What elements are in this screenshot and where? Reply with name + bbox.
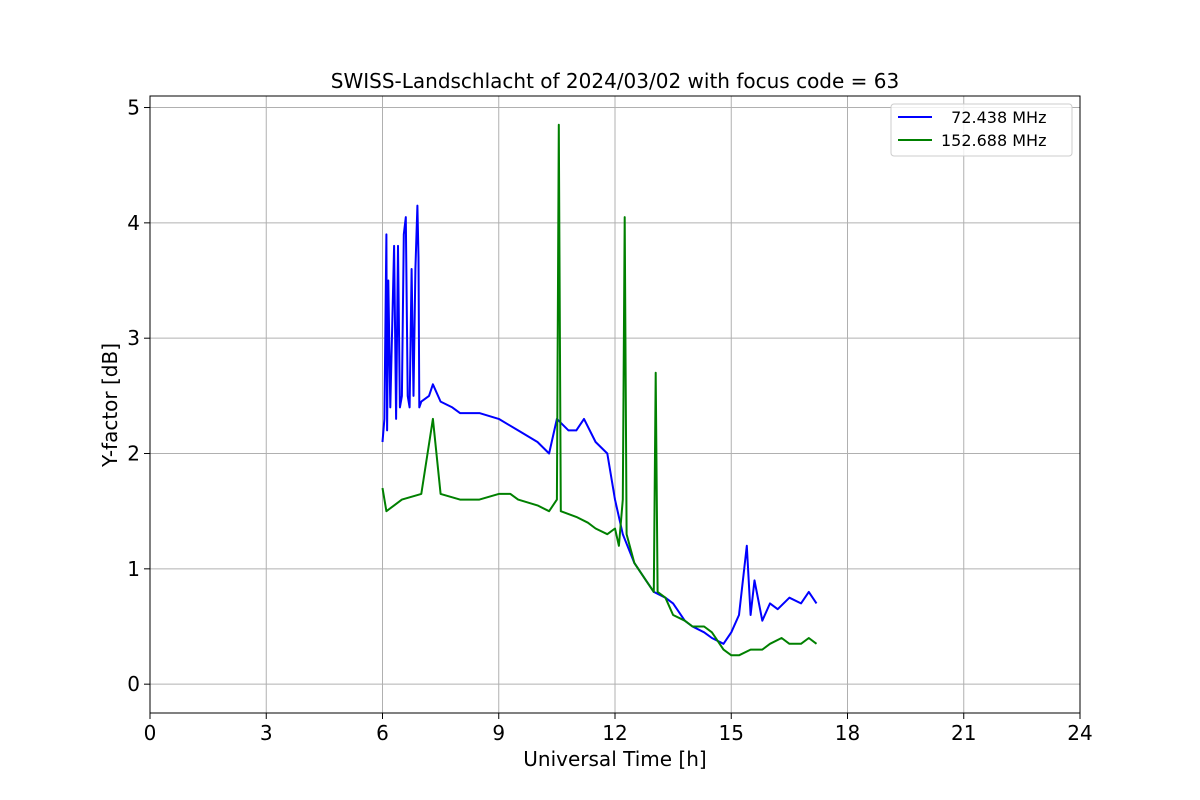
y-tick-label: 3 bbox=[127, 326, 140, 350]
y-tick-label: 4 bbox=[127, 211, 140, 235]
x-tick-label: 15 bbox=[719, 721, 744, 745]
x-tick-label: 3 bbox=[260, 721, 273, 745]
grid bbox=[149, 96, 1081, 713]
x-axis-ticks: 0 3 6 9 12 15 18 21 24 bbox=[144, 713, 1093, 745]
y-axis-label: Y-factor [dB] bbox=[98, 343, 122, 468]
x-axis-label: Universal Time [h] bbox=[523, 747, 706, 771]
y-tick-label: 0 bbox=[127, 672, 140, 696]
x-tick-label: 12 bbox=[602, 721, 627, 745]
x-tick-label: 6 bbox=[376, 721, 389, 745]
x-tick-label: 21 bbox=[951, 721, 976, 745]
series-line-1 bbox=[381, 204, 818, 645]
x-tick-label: 9 bbox=[492, 721, 505, 745]
y-tick-label: 1 bbox=[127, 557, 140, 581]
y-tick-label: 2 bbox=[127, 442, 140, 466]
legend-box bbox=[890, 103, 1073, 157]
x-tick-label: 18 bbox=[835, 721, 860, 745]
chart-title: SWISS-Landschlacht of 2024/03/02 with fo… bbox=[331, 69, 899, 93]
series-line-2 bbox=[381, 123, 818, 657]
legend-label-series-2: 152.688 MHz bbox=[941, 131, 1046, 150]
y-tick-label: 5 bbox=[127, 96, 140, 120]
legend-label-series-1: 72.438 MHz bbox=[941, 108, 1046, 127]
series-layer bbox=[381, 123, 818, 657]
x-tick-label: 0 bbox=[144, 721, 157, 745]
y-axis-ticks: 0 1 2 3 4 5 bbox=[127, 96, 150, 696]
x-tick-label: 24 bbox=[1067, 721, 1092, 745]
legend: 72.438 MHz 152.688 MHz bbox=[890, 103, 1073, 157]
